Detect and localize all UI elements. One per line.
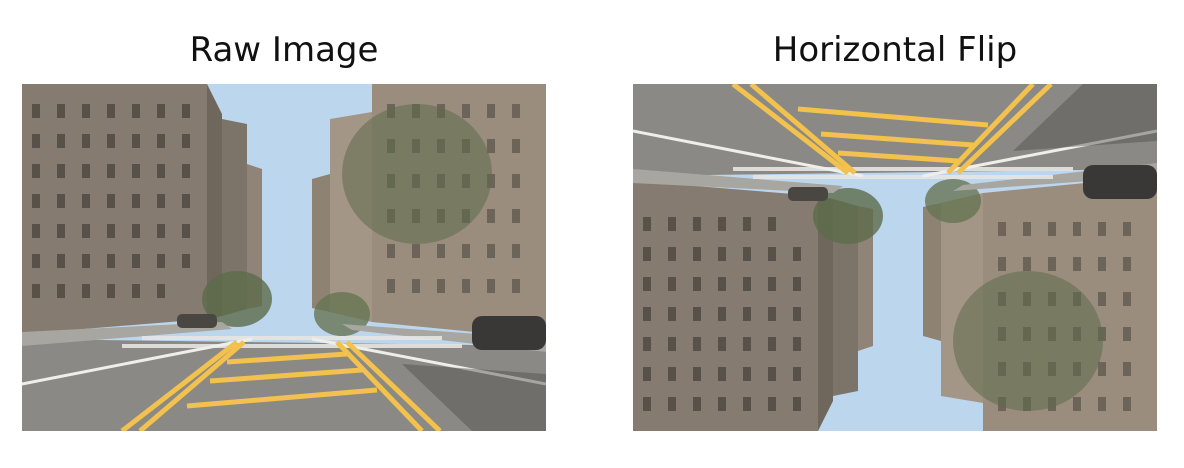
street-scene-illustration bbox=[22, 84, 546, 431]
horizontal-flip-panel: Horizontal Flip bbox=[633, 0, 1157, 468]
horizontal-flip-title: Horizontal Flip bbox=[772, 30, 1018, 70]
flipped-street-photo bbox=[633, 84, 1157, 431]
raw-image-title: Raw Image bbox=[189, 30, 379, 70]
flipped-street-scene-illustration bbox=[633, 84, 1157, 431]
raw-street-photo bbox=[22, 84, 546, 431]
raw-image-panel: Raw Image bbox=[22, 0, 546, 468]
